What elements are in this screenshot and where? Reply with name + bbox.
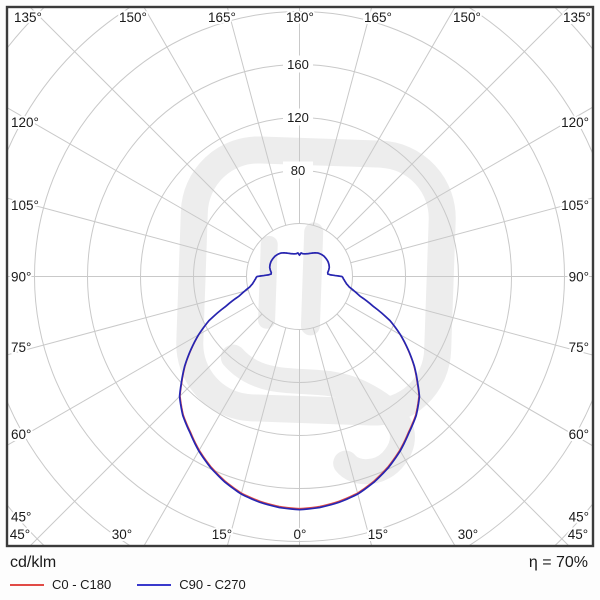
radial-tick-labels: 80 120 160	[283, 55, 313, 179]
angle-label-left: 120°	[11, 115, 39, 130]
angle-label-bottom: 45°	[568, 527, 588, 542]
units-label: cd/klm	[10, 554, 57, 571]
angle-label-bottom: 0°	[294, 527, 307, 542]
angle-label-right: 105°	[561, 198, 589, 213]
legend-line-c90-c270	[137, 583, 172, 586]
angle-label-top: 135°	[563, 10, 591, 25]
radial-tick-label: 160	[287, 57, 309, 72]
angle-label-top: 180°	[286, 10, 314, 25]
angle-label-left: 90°	[11, 270, 31, 285]
angle-label-right: 75°	[569, 340, 589, 355]
legend-line-c0-c180	[10, 583, 44, 586]
angle-label-right: 90°	[569, 270, 589, 285]
angle-label-left: 45°	[11, 510, 31, 525]
angle-label-top: 135°	[14, 10, 42, 25]
legend-label-c90-c270: C90 - C270	[179, 577, 246, 592]
radial-tick-label: 120	[287, 110, 309, 125]
curve-c90-c270	[178, 252, 421, 511]
angle-label-top: 165°	[364, 10, 392, 25]
angle-label-top: 150°	[453, 10, 481, 25]
radial-tick-label: 80	[291, 163, 305, 178]
angle-labels: 135° 150° 165° 180° 165° 150° 135° 45° 30° 15° 0° 1…	[8, 8, 593, 544]
angle-label-bottom: 45°	[10, 527, 30, 542]
plot-border	[5, 5, 595, 548]
angle-label-bottom: 15°	[212, 527, 232, 542]
angle-label-bottom: 30°	[112, 527, 132, 542]
angle-label-left: 60°	[11, 427, 31, 442]
efficiency-label: η = 70%	[528, 554, 588, 571]
angle-label-top: 165°	[208, 10, 236, 25]
angle-label-left: 75°	[11, 340, 31, 355]
angle-label-right: 120°	[561, 115, 589, 130]
angle-label-top: 150°	[119, 10, 147, 25]
angle-label-right: 45°	[569, 510, 589, 525]
angle-label-right: 60°	[569, 427, 589, 442]
angle-label-bottom: 15°	[368, 527, 388, 542]
legend: C0 - C180 C90 - C270	[10, 577, 246, 592]
angle-label-left: 105°	[11, 198, 39, 213]
angle-label-bottom: 30°	[458, 527, 478, 542]
legend-label-c0-c180: C0 - C180	[52, 577, 112, 592]
